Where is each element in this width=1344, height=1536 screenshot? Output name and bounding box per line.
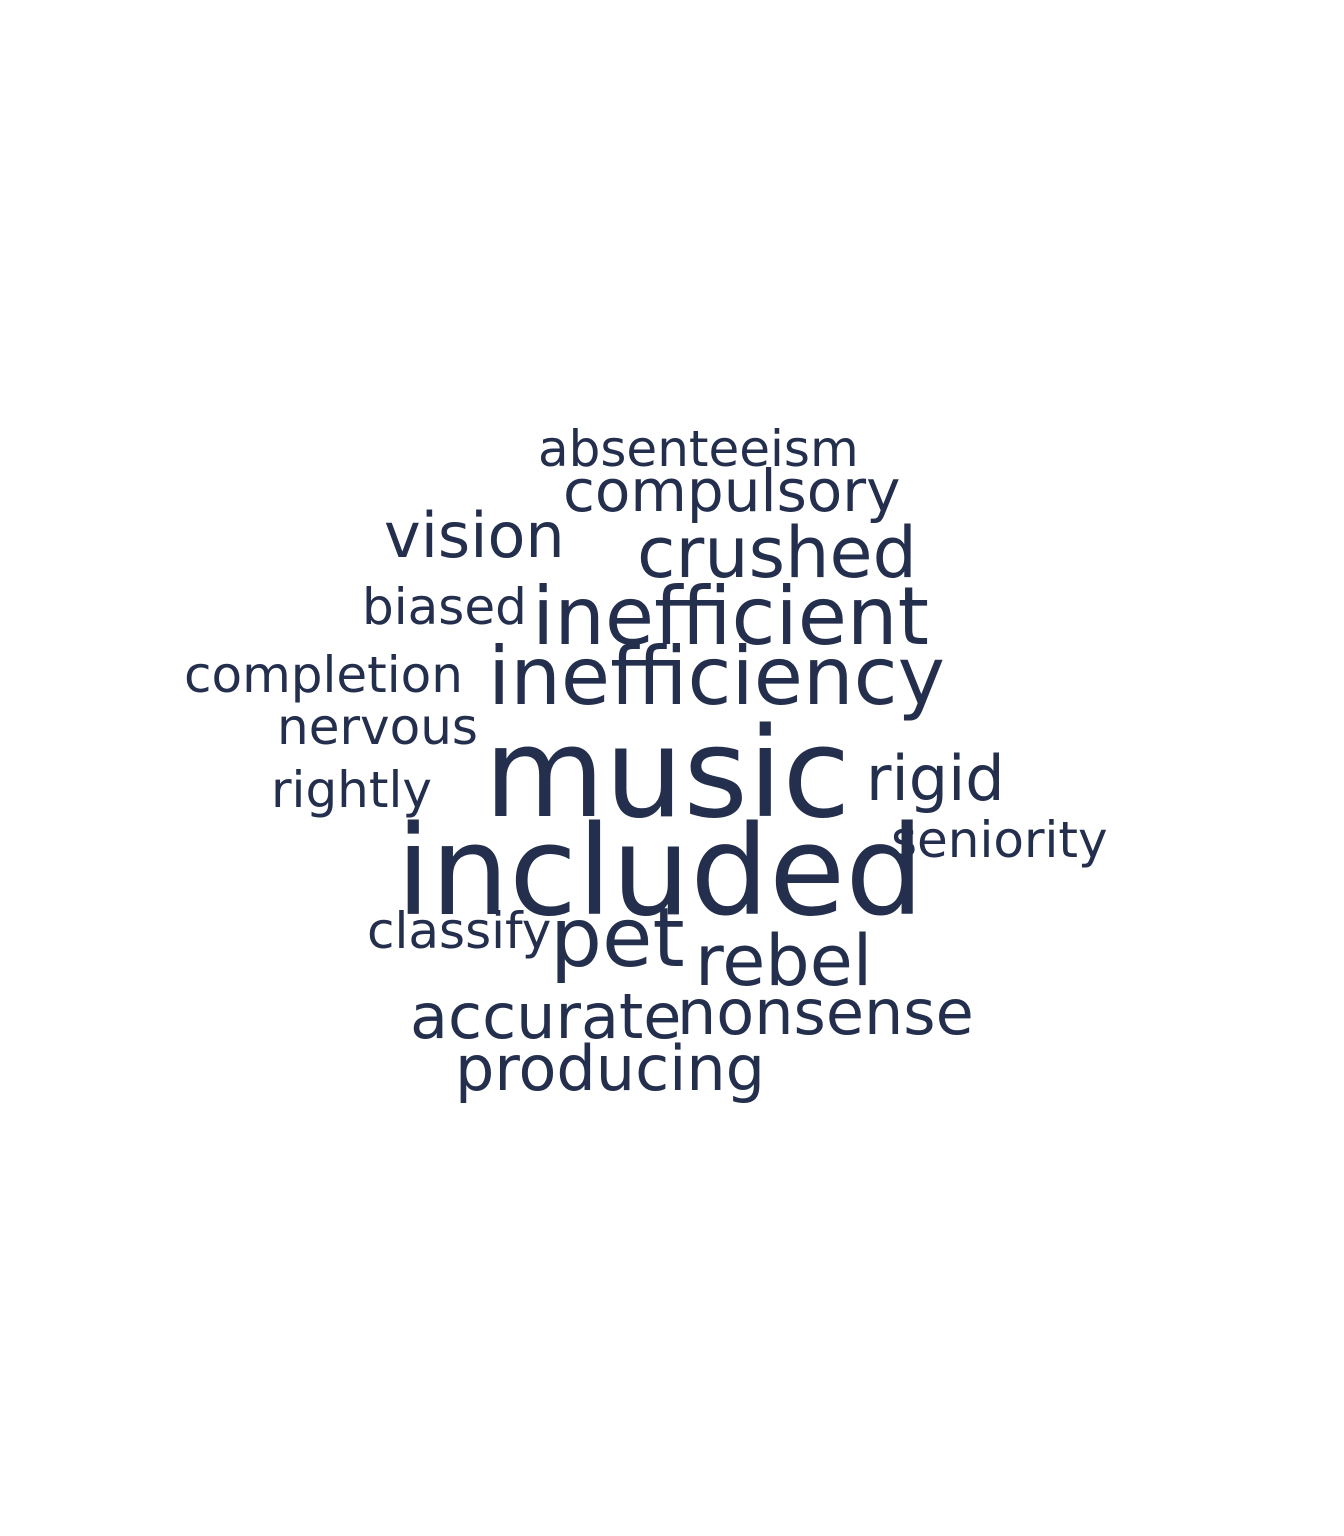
- word-inefficient: inefficient: [532, 570, 929, 663]
- word-nonsense: nonsense: [677, 976, 974, 1049]
- word-accurate: accurate: [410, 980, 682, 1053]
- word-included: included: [396, 800, 924, 944]
- word-rightly: rightly: [271, 761, 432, 819]
- word-absenteeism: absenteeism: [538, 420, 859, 478]
- word-compulsory: compulsory: [563, 457, 901, 525]
- word-inefficiency: inefficiency: [488, 630, 945, 723]
- word-vision: vision: [384, 499, 565, 572]
- word-seniority: seniority: [891, 811, 1108, 869]
- word-nervous: nervous: [277, 698, 478, 756]
- word-completion: completion: [184, 646, 463, 704]
- word-music: music: [484, 702, 851, 846]
- word-biased: biased: [362, 578, 527, 636]
- word-crushed: crushed: [637, 512, 917, 594]
- word-producing: producing: [455, 1032, 766, 1105]
- word-rebel: rebel: [695, 920, 873, 1002]
- word-classify: classify: [367, 902, 552, 960]
- word-rigid: rigid: [866, 742, 1005, 815]
- word-pet: pet: [550, 891, 685, 986]
